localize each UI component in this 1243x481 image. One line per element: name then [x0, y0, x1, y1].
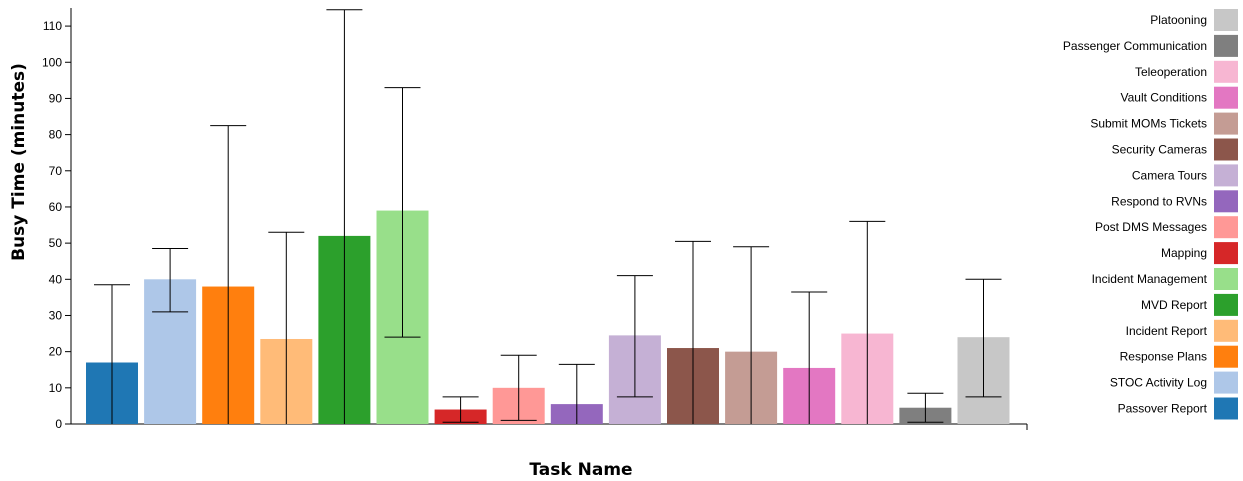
- legend-label: STOC Activity Log: [1110, 376, 1207, 390]
- legend-item: MVD Report: [1141, 293, 1238, 316]
- legend-item: Teleoperation: [1135, 60, 1238, 83]
- legend-label: Camera Tours: [1132, 168, 1207, 182]
- error-bar: [94, 284, 130, 424]
- legend-label: Passover Report: [1118, 402, 1208, 416]
- legend-swatch: [1214, 216, 1238, 239]
- legend-label: Passenger Communication: [1063, 39, 1207, 53]
- legend-swatch: [1214, 190, 1238, 213]
- y-tick-label: 0: [55, 417, 62, 431]
- legend-label: Post DMS Messages: [1095, 220, 1207, 234]
- legend-swatch: [1214, 60, 1238, 83]
- error-bar: [791, 291, 828, 424]
- legend-swatch: [1214, 319, 1238, 342]
- legend-label: MVD Report: [1141, 298, 1208, 312]
- legend-swatch: [1214, 112, 1238, 135]
- error-bar: [152, 248, 189, 313]
- y-tick-label: 90: [49, 91, 63, 105]
- y-tick-label: 40: [49, 272, 63, 286]
- y-tick-label: 60: [49, 200, 63, 214]
- error-bar: [384, 87, 421, 338]
- legend-swatch: [1214, 242, 1238, 265]
- legend-swatch: [1214, 293, 1238, 316]
- legend: Platooning Passenger Communication Teleope…: [1063, 9, 1238, 420]
- legend-item: Respond to RVNs: [1111, 190, 1238, 213]
- error-bar: [733, 246, 770, 424]
- error-bar: [210, 125, 247, 424]
- legend-item: Post DMS Messages: [1095, 216, 1238, 239]
- error-bar: [326, 9, 363, 424]
- legend-label: Respond to RVNs: [1111, 194, 1207, 208]
- legend-item: Vault Conditions: [1121, 86, 1238, 109]
- y-tick-label: 70: [49, 164, 63, 178]
- legend-item: Passenger Communication: [1063, 34, 1238, 57]
- y-tick-label: 50: [49, 236, 63, 250]
- legend-item: Mapping: [1161, 242, 1238, 265]
- legend-label: Vault Conditions: [1121, 91, 1208, 105]
- y-axis-title: Busy Time (minutes): [9, 63, 29, 261]
- legend-label: Submit MOMs Tickets: [1090, 117, 1207, 131]
- y-tick-label: 110: [43, 19, 62, 33]
- y-tick-label: 80: [49, 128, 63, 142]
- legend-swatch: [1214, 138, 1238, 161]
- legend-item: Incident Management: [1092, 268, 1238, 290]
- y-tick-label: 20: [49, 345, 63, 359]
- legend-item: Passover Report: [1118, 397, 1238, 420]
- y-tick-label: 10: [49, 381, 63, 395]
- legend-swatch: [1214, 345, 1238, 368]
- error-bar: [675, 240, 711, 424]
- error-bar: [558, 363, 595, 424]
- error-bar: [442, 396, 479, 423]
- legend-label: Teleoperation: [1135, 65, 1207, 79]
- y-axis: 0 10 20 30 40 50 60 70 80 90 100 110: [42, 8, 72, 431]
- error-bar: [907, 392, 944, 423]
- legend-swatch: [1214, 86, 1238, 109]
- y-tick-label: 30: [49, 308, 63, 322]
- legend-swatch: [1214, 164, 1238, 187]
- legend-label: Response Plans: [1120, 350, 1207, 364]
- error-bar: [500, 354, 537, 421]
- legend-swatch: [1214, 34, 1238, 57]
- y-tick-label: 100: [42, 55, 62, 69]
- legend-swatch: [1214, 268, 1238, 290]
- legend-item: Camera Tours: [1132, 164, 1238, 187]
- x-axis: [71, 423, 1028, 430]
- legend-item: STOC Activity Log: [1110, 371, 1238, 394]
- legend-item: Submit MOMs Tickets: [1090, 112, 1238, 135]
- legend-swatch: [1214, 9, 1238, 31]
- error-bar: [965, 278, 1002, 398]
- bars: [86, 210, 1010, 424]
- legend-label: Incident Management: [1092, 272, 1208, 286]
- legend-item: Platooning: [1150, 9, 1238, 31]
- error-bar: [268, 231, 305, 424]
- legend-swatch: [1214, 371, 1238, 394]
- x-axis-title: Task Name: [529, 460, 632, 480]
- legend-label: Incident Report: [1126, 324, 1208, 338]
- error-bar: [616, 275, 653, 398]
- legend-item: Response Plans: [1120, 345, 1238, 368]
- legend-label: Security Cameras: [1112, 143, 1207, 157]
- legend-item: Security Cameras: [1112, 138, 1238, 161]
- error-bar: [849, 220, 886, 424]
- legend-label: Platooning: [1150, 13, 1207, 27]
- error-bars: [94, 9, 1002, 424]
- legend-item: Incident Report: [1126, 319, 1238, 342]
- legend-swatch: [1214, 397, 1238, 420]
- legend-label: Mapping: [1161, 246, 1207, 260]
